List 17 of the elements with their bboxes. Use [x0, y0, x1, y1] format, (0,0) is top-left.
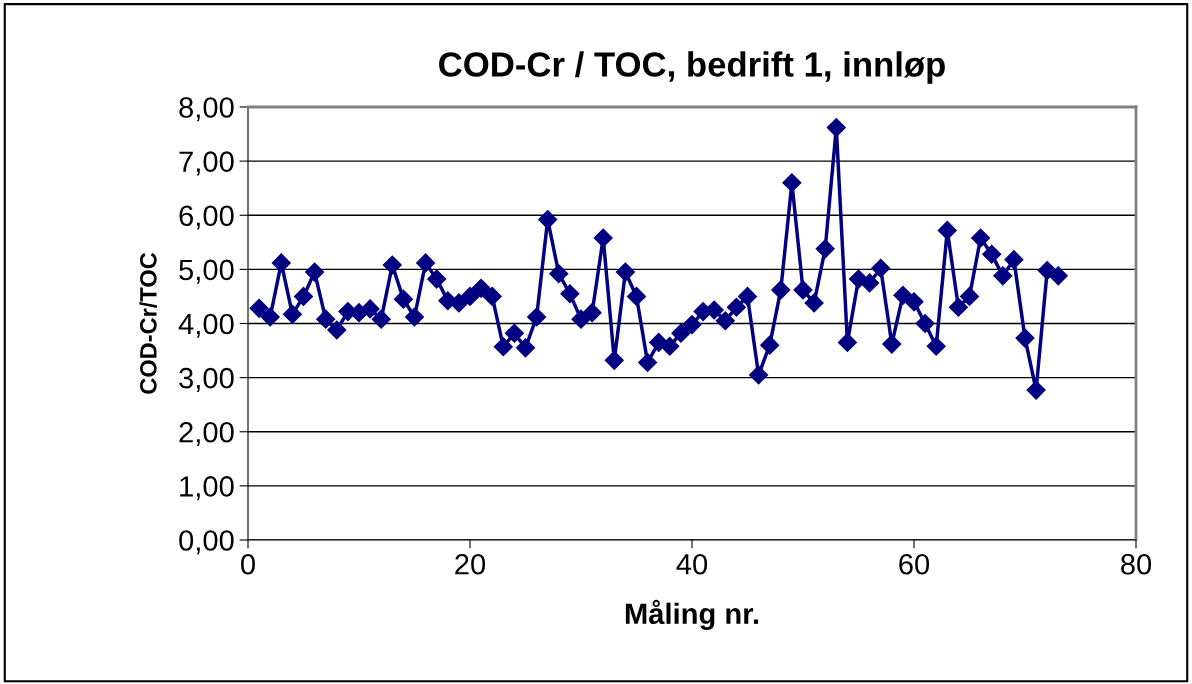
- x-tick-label: 60: [899, 553, 930, 575]
- y-tick-label: 8,00: [179, 97, 234, 122]
- x-tick-label: 40: [676, 553, 708, 575]
- y-tick-label: 6,00: [179, 205, 234, 230]
- x-axis-title: Måling nr.: [625, 599, 759, 631]
- y-tick-label: 4,00: [178, 313, 234, 338]
- x-tick-label: 20: [455, 553, 486, 575]
- y-tick-label: 1,00: [180, 476, 234, 501]
- y-tick-label: 3,00: [179, 367, 234, 392]
- x-tick-label: 0: [241, 553, 255, 575]
- y-tick-label: 5,00: [179, 259, 234, 284]
- y-tick-label: 0,00: [179, 530, 234, 555]
- y-tick-label: 2,00: [179, 421, 234, 447]
- x-tick-label: 80: [1121, 553, 1152, 575]
- chart-title: COD-Cr / TOC, bedrift 1, innløp: [439, 51, 945, 84]
- y-axis-title: COD-Cr/TOC: [139, 252, 157, 394]
- y-tick-label: 7,00: [179, 151, 234, 176]
